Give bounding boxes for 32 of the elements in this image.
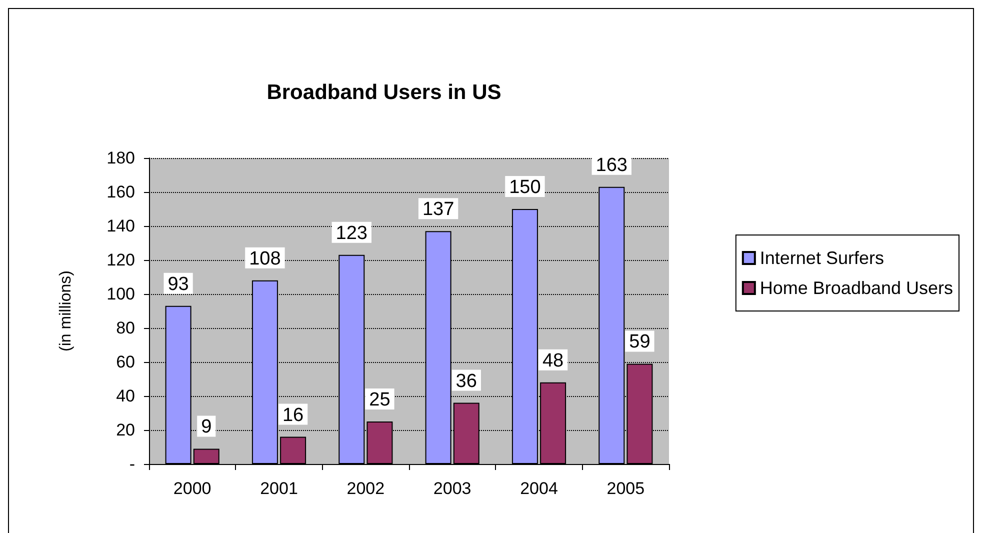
legend-label: Internet Surfers [760,248,884,268]
y-tick-label: 120 [106,250,135,270]
y-axis-title: (in millions) [58,270,74,352]
data-label: 108 [249,248,281,270]
chart-title: Broadband Users in US [266,81,502,104]
data-label: 48 [542,350,564,372]
y-tick-label: 20 [116,420,135,440]
x-tick-label: 2003 [433,479,472,498]
data-label: 16 [282,404,304,426]
data-label: 36 [456,370,477,392]
y-tick-label: 80 [116,318,135,338]
data-label: 137 [422,199,454,220]
legend-label: Home Broadband Users [760,278,954,298]
data-label: 163 [596,154,628,176]
x-tick-label: 2000 [173,479,212,498]
x-tick-label: 2005 [606,479,645,498]
y-tick-label: 40 [116,386,135,406]
x-tick-label: 2002 [346,479,385,498]
y-tick-label: 100 [106,284,135,304]
data-label: 150 [509,177,541,198]
y-tick-label: - [129,454,135,474]
data-label: 59 [629,332,650,353]
x-tick-label: 2001 [260,479,298,498]
data-label: 25 [369,390,390,410]
y-tick-label: 160 [106,182,135,202]
y-tick-label: 140 [106,216,135,236]
y-tick-label: 60 [116,352,135,372]
y-tick-label: 180 [106,148,135,168]
data-label: 123 [336,222,368,244]
data-label: 93 [168,274,189,295]
x-tick-label: 2004 [520,479,558,498]
data-label: 9 [201,416,212,438]
